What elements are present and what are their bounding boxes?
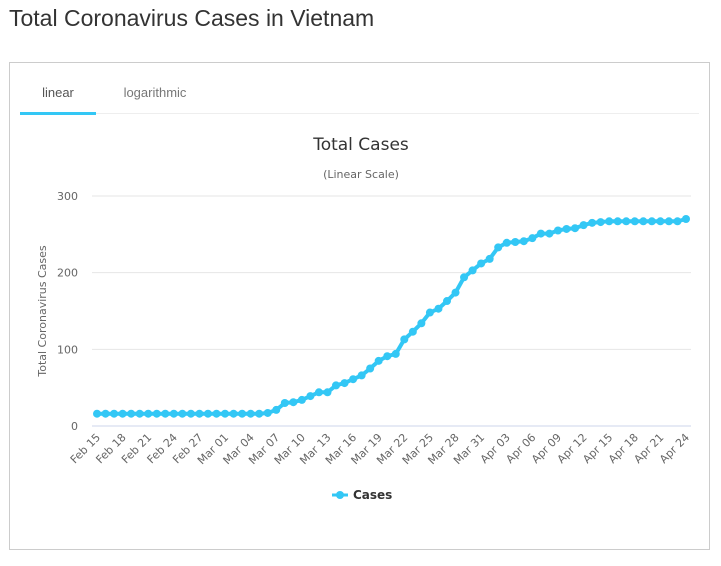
- data-point: [127, 409, 136, 418]
- data-point: [442, 297, 451, 306]
- data-point: [630, 217, 639, 226]
- data-point: [477, 259, 486, 268]
- data-point: [161, 409, 170, 418]
- data-point: [374, 356, 383, 365]
- chart-title: Total Cases: [312, 135, 409, 155]
- data-point: [391, 349, 400, 358]
- data-point: [553, 226, 562, 235]
- data-point: [519, 237, 528, 246]
- data-point: [152, 409, 161, 418]
- data-point: [135, 409, 144, 418]
- y-tick-label: 0: [71, 420, 78, 433]
- data-point: [110, 409, 119, 418]
- data-point: [408, 327, 417, 336]
- page-title: Total Coronavirus Cases in Vietnam: [9, 5, 375, 31]
- data-point: [323, 388, 332, 397]
- data-point: [502, 238, 511, 247]
- data-point: [417, 319, 426, 328]
- data-point: [203, 409, 212, 418]
- data-point: [528, 234, 537, 243]
- data-point: [366, 364, 375, 373]
- data-point: [545, 229, 554, 238]
- data-point: [682, 215, 690, 223]
- data-point: [622, 217, 631, 226]
- data-point: [144, 409, 153, 418]
- legend-item-cases[interactable]: Cases: [332, 488, 392, 502]
- data-point: [297, 395, 306, 404]
- data-point: [605, 217, 614, 226]
- chart-card: linear logarithmic: [9, 62, 710, 550]
- data-point: [383, 352, 392, 361]
- data-point: [178, 409, 187, 418]
- y-tick-label: 300: [57, 190, 78, 203]
- data-point: [613, 217, 622, 226]
- data-point: [571, 224, 580, 233]
- data-point: [349, 375, 358, 384]
- data-point: [118, 409, 127, 418]
- data-point: [229, 409, 238, 418]
- data-point: [263, 408, 272, 417]
- data-point: [656, 217, 665, 226]
- y-axis-label: Total Coronavirus Cases: [36, 245, 49, 378]
- data-point: [596, 218, 605, 227]
- data-point: [468, 266, 477, 275]
- data-point: [186, 409, 195, 418]
- legend-label: Cases: [353, 488, 392, 502]
- data-point: [639, 217, 648, 226]
- data-point: [425, 308, 434, 317]
- data-point: [306, 392, 315, 401]
- data-point: [460, 273, 469, 282]
- data-point: [579, 221, 588, 230]
- data-point: [647, 217, 656, 226]
- data-point: [536, 229, 545, 238]
- data-point: [314, 388, 323, 397]
- data-point: [664, 217, 673, 226]
- data-point: [357, 371, 366, 380]
- data-point: [272, 405, 281, 414]
- data-point: [93, 409, 101, 418]
- tab-logarithmic[interactable]: logarithmic: [123, 85, 187, 100]
- data-point: [280, 399, 289, 407]
- data-point: [101, 409, 110, 418]
- data-point: [400, 335, 409, 344]
- y-tick-label: 100: [57, 343, 78, 356]
- data-point: [332, 381, 341, 390]
- series-line-cases: [97, 217, 687, 416]
- tab-linear[interactable]: linear: [20, 85, 96, 115]
- data-point: [238, 409, 247, 418]
- data-point: [212, 409, 221, 418]
- data-point: [289, 398, 298, 407]
- data-point: [588, 218, 597, 227]
- data-point: [255, 409, 264, 418]
- data-point: [485, 254, 494, 263]
- data-point: [434, 304, 443, 313]
- data-point: [494, 243, 503, 252]
- data-point: [246, 409, 255, 418]
- data-point: [195, 409, 204, 418]
- scale-tabs: linear logarithmic: [20, 75, 699, 115]
- chart-subtitle: (Linear Scale): [323, 168, 399, 181]
- data-point: [673, 217, 682, 226]
- data-point: [562, 224, 571, 233]
- data-point: [511, 238, 520, 246]
- data-point: [221, 409, 230, 418]
- data-point: [451, 288, 460, 297]
- y-tick-label: 200: [57, 267, 78, 280]
- data-point: [169, 409, 178, 418]
- data-point: [340, 379, 349, 388]
- legend-marker: [336, 491, 344, 499]
